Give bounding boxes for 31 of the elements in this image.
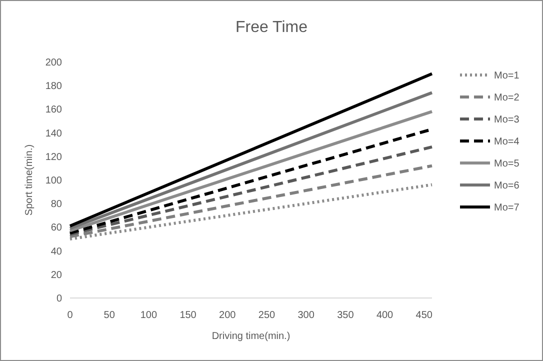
legend-label: Mo=6 bbox=[494, 180, 520, 192]
legend-label: Mo=3 bbox=[494, 114, 520, 126]
y-tick-label: 160 bbox=[45, 104, 62, 116]
x-tick-label: 350 bbox=[337, 310, 354, 321]
x-tick-label: 400 bbox=[376, 310, 394, 321]
legend-label: Mo=4 bbox=[494, 136, 520, 148]
x-tick-label: 450 bbox=[416, 310, 433, 321]
x-tick-label: 200 bbox=[219, 310, 236, 321]
x-tick-label: 250 bbox=[258, 310, 276, 321]
x-axis-title: Driving time(min.) bbox=[212, 331, 290, 342]
legend-label: Mo=5 bbox=[494, 158, 520, 170]
x-tick-label: 100 bbox=[140, 310, 158, 321]
legend-label: Mo=1 bbox=[494, 70, 520, 82]
y-tick-label: 180 bbox=[45, 81, 62, 92]
y-tick-label: 200 bbox=[45, 58, 62, 68]
x-tick-label: 150 bbox=[180, 310, 197, 321]
chart-title: Free Time bbox=[235, 19, 308, 36]
legend-label: Mo=2 bbox=[494, 92, 520, 104]
y-axis-title: Sport time(min.) bbox=[24, 144, 35, 216]
y-tick-label: 60 bbox=[50, 222, 62, 234]
y-tick-label: 100 bbox=[45, 176, 62, 186]
y-tick-label: 0 bbox=[56, 294, 62, 304]
y-tick-label: 80 bbox=[50, 199, 62, 210]
x-tick-label: 300 bbox=[298, 310, 315, 321]
y-tick-label: 20 bbox=[50, 270, 62, 281]
y-tick-label: 120 bbox=[45, 152, 62, 163]
y-tick-label: 40 bbox=[50, 246, 62, 258]
x-tick-label: 0 bbox=[67, 310, 74, 321]
y-tick-label: 140 bbox=[45, 128, 62, 140]
legend-label: Mo=7 bbox=[494, 202, 520, 214]
x-tick-label: 50 bbox=[104, 310, 116, 321]
